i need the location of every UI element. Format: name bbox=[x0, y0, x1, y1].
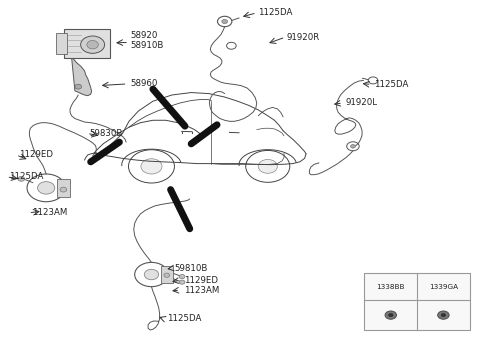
Text: 1125DA: 1125DA bbox=[9, 172, 44, 181]
Text: 59830B: 59830B bbox=[89, 129, 122, 138]
Circle shape bbox=[18, 176, 24, 181]
Circle shape bbox=[75, 84, 82, 89]
FancyBboxPatch shape bbox=[364, 273, 470, 330]
Text: 58960: 58960 bbox=[130, 79, 157, 88]
FancyBboxPatch shape bbox=[56, 33, 67, 54]
Circle shape bbox=[141, 159, 162, 174]
Text: 1123AM: 1123AM bbox=[32, 208, 67, 217]
Text: 1125DA: 1125DA bbox=[167, 314, 202, 323]
Circle shape bbox=[179, 280, 185, 284]
Text: 1129ED: 1129ED bbox=[19, 150, 53, 159]
Text: 91920R: 91920R bbox=[287, 33, 320, 42]
Circle shape bbox=[87, 40, 98, 49]
Circle shape bbox=[37, 182, 55, 194]
FancyBboxPatch shape bbox=[161, 266, 172, 283]
Text: 58920
58910B: 58920 58910B bbox=[131, 31, 164, 50]
Text: 1339GA: 1339GA bbox=[429, 284, 458, 290]
Circle shape bbox=[438, 311, 449, 319]
Text: 1129ED: 1129ED bbox=[183, 276, 217, 285]
Text: 1125DA: 1125DA bbox=[374, 80, 408, 89]
FancyBboxPatch shape bbox=[57, 179, 70, 197]
Circle shape bbox=[222, 19, 228, 24]
Polygon shape bbox=[72, 57, 92, 96]
Text: 59810B: 59810B bbox=[174, 264, 208, 273]
Circle shape bbox=[164, 273, 169, 277]
Circle shape bbox=[350, 144, 355, 148]
Circle shape bbox=[258, 159, 277, 173]
Text: 1125DA: 1125DA bbox=[258, 8, 293, 17]
Text: 1123AM: 1123AM bbox=[183, 286, 219, 295]
Circle shape bbox=[385, 311, 396, 319]
Circle shape bbox=[441, 313, 446, 317]
Circle shape bbox=[179, 275, 185, 279]
Circle shape bbox=[388, 313, 393, 317]
Circle shape bbox=[60, 187, 67, 192]
Circle shape bbox=[144, 269, 158, 280]
FancyBboxPatch shape bbox=[64, 29, 110, 57]
Circle shape bbox=[81, 36, 105, 53]
Text: 91920L: 91920L bbox=[345, 98, 377, 108]
Text: 1338BB: 1338BB bbox=[376, 284, 405, 290]
